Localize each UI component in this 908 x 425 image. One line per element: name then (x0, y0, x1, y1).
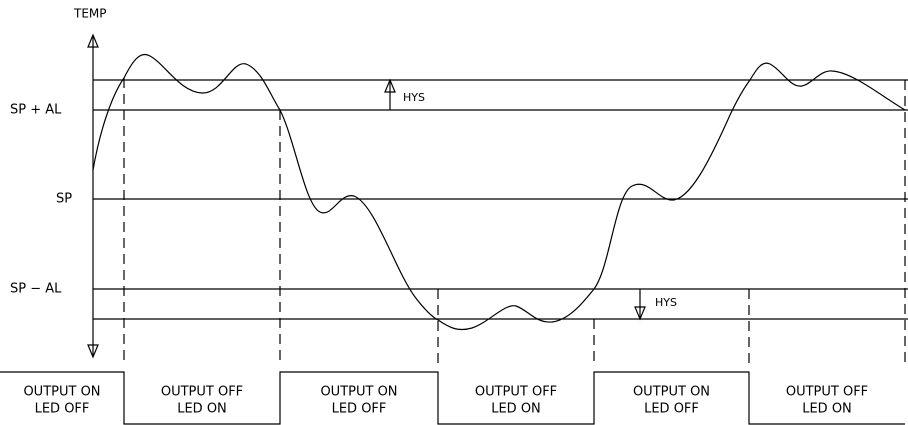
output-state: OUTPUT ON (633, 385, 710, 400)
led-state: LED OFF (35, 402, 90, 417)
output-state: OUTPUT OFF (475, 385, 557, 400)
arrow-up (87, 33, 99, 48)
level-label: SP − AL (10, 282, 62, 297)
output-waveform (0, 371, 905, 425)
led-state: LED ON (802, 402, 852, 417)
level-label: SP + AL (10, 103, 62, 118)
hys-arrow-head (384, 78, 396, 93)
led-state: LED OFF (332, 402, 387, 417)
led-state: LED ON (491, 402, 541, 417)
output-state: OUTPUT ON (320, 385, 397, 400)
output-state: OUTPUT ON (23, 385, 100, 400)
led-state: LED ON (177, 402, 227, 417)
temperature-curve (92, 53, 906, 331)
axis-label: TEMP (73, 7, 107, 21)
output-state: OUTPUT OFF (786, 385, 868, 400)
led-state: LED OFF (644, 402, 699, 417)
output-state: OUTPUT OFF (161, 385, 243, 400)
hys-arrow-head (634, 306, 646, 321)
hys-label: HYS (403, 91, 425, 104)
hys-label: HYS (655, 296, 677, 309)
arrow-down (87, 344, 99, 359)
level-label: SP (56, 192, 72, 207)
